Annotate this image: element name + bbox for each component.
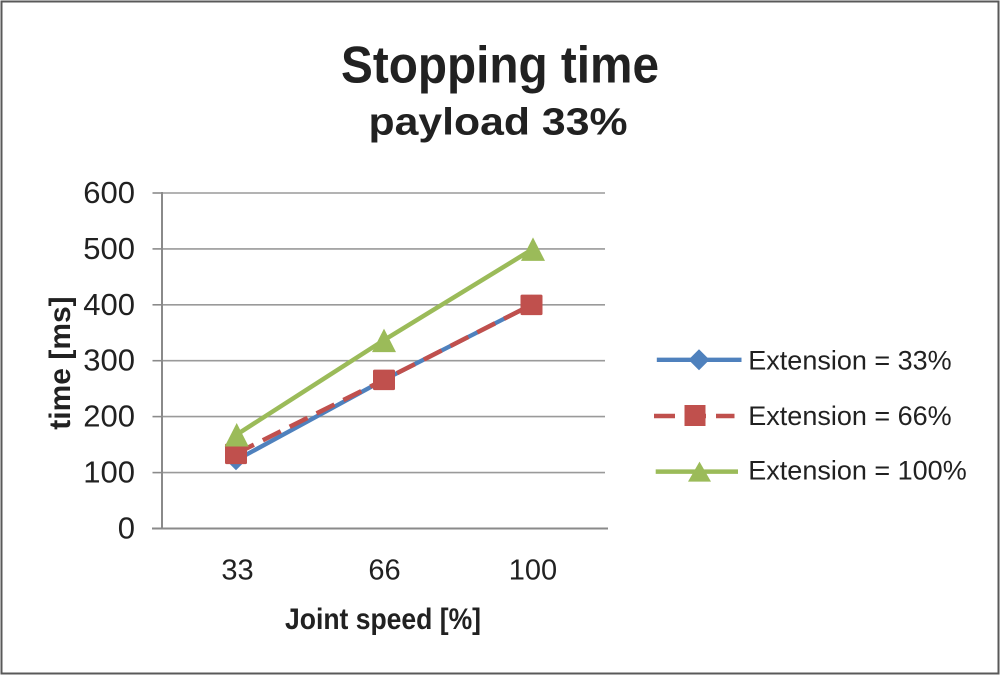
- svg-text:Joint speed [%]: Joint speed [%]: [285, 603, 481, 636]
- svg-text:600: 600: [83, 175, 135, 210]
- svg-text:Extension = 33%: Extension = 33%: [748, 345, 951, 375]
- svg-text:400: 400: [83, 287, 135, 322]
- svg-text:Extension = 66%: Extension = 66%: [748, 401, 951, 431]
- svg-text:Extension = 100%: Extension = 100%: [748, 455, 966, 485]
- svg-text:100: 100: [83, 455, 135, 490]
- svg-text:500: 500: [83, 231, 135, 266]
- svg-text:0: 0: [118, 511, 135, 546]
- svg-text:33: 33: [221, 554, 253, 586]
- svg-text:100: 100: [509, 554, 557, 586]
- svg-text:66: 66: [368, 554, 400, 586]
- svg-text:200: 200: [83, 399, 135, 434]
- svg-text:300: 300: [83, 343, 135, 378]
- svg-text:Stopping time: Stopping time: [341, 37, 659, 95]
- svg-text:payload 33%: payload 33%: [369, 102, 628, 144]
- svg-text:time [ms]: time [ms]: [44, 296, 77, 429]
